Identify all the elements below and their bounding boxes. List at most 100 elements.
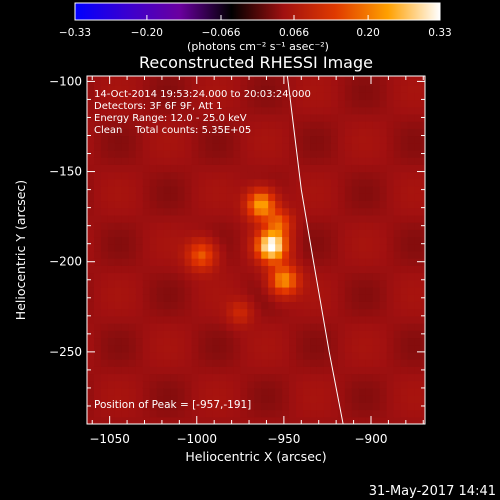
heatmap-cell	[337, 330, 346, 339]
heatmap-cell	[372, 121, 381, 129]
heatmap-cell	[303, 77, 311, 86]
heatmap-cell	[233, 301, 241, 310]
heatmap-cell	[87, 301, 95, 310]
heatmap-cell	[219, 308, 227, 317]
heatmap-cell	[135, 171, 144, 180]
heatmap-cell	[303, 351, 311, 360]
heatmap-cell	[365, 265, 374, 274]
heatmap-cell	[351, 330, 360, 339]
heatmap-cell	[191, 308, 200, 317]
heatmap-cell	[330, 272, 339, 281]
heatmap-cell	[149, 308, 158, 317]
heatmap-cell	[379, 128, 388, 137]
heatmap-cell	[240, 395, 248, 403]
heatmap-cell	[177, 178, 186, 187]
heatmap-cell	[400, 193, 409, 202]
heatmap-cell	[400, 236, 409, 245]
heatmap-cell	[261, 330, 269, 339]
heatmap-cell	[275, 92, 283, 101]
heatmap-cell	[351, 157, 360, 165]
heatmap-cell	[135, 207, 144, 216]
heatmap-cell	[177, 366, 186, 375]
heatmap-cell	[414, 149, 423, 158]
heatmap-cell	[100, 301, 109, 310]
heatmap-cell	[421, 344, 425, 353]
heatmap-cell	[379, 113, 388, 122]
heatmap-cell	[289, 128, 297, 137]
heatmap-cell	[240, 402, 248, 411]
heatmap-cell	[107, 330, 116, 339]
heatmap-cell	[142, 308, 151, 317]
heatmap-cell	[233, 178, 241, 187]
heatmap-cell	[205, 193, 214, 202]
heatmap-cell	[323, 178, 332, 187]
heatmap-cell	[393, 395, 402, 403]
heatmap-cell	[296, 214, 304, 223]
heatmap-cell	[323, 236, 332, 245]
heatmap-cell	[407, 250, 416, 259]
heatmap-cell	[393, 301, 402, 310]
heatmap-cell	[254, 243, 262, 252]
heatmap-cell	[184, 157, 193, 165]
heatmap-cell	[365, 236, 374, 245]
heatmap-cell	[177, 250, 186, 259]
heatmap-cell	[414, 330, 423, 339]
heatmap-cell	[358, 337, 367, 346]
heatmap-cell	[358, 207, 367, 216]
info-clean-counts: Clean Total counts: 5.35E+05	[94, 125, 251, 136]
heatmap-cell	[289, 229, 297, 238]
heatmap-cell	[282, 351, 290, 360]
heatmap-cell	[184, 301, 193, 310]
heatmap-cell	[414, 380, 423, 389]
heatmap-cell	[407, 315, 416, 324]
heatmap-cell	[177, 185, 186, 194]
heatmap-cell	[393, 416, 402, 424]
heatmap-cell	[358, 250, 367, 259]
heatmap-cell	[170, 76, 179, 79]
heatmap-cell	[198, 416, 207, 424]
heatmap-cell	[275, 243, 283, 252]
heatmap-cell	[247, 106, 255, 115]
heatmap-cell	[344, 113, 353, 122]
heatmap-cell	[268, 416, 276, 424]
heatmap-cell	[316, 200, 325, 209]
heatmap-cell	[135, 164, 144, 173]
heatmap-cell	[351, 85, 360, 93]
heatmap-cell	[226, 214, 234, 223]
heatmap-cell	[205, 99, 214, 108]
heatmap-cell	[386, 409, 395, 418]
heatmap-cell	[191, 409, 200, 418]
heatmap-cell	[163, 301, 172, 310]
heatmap-cell	[386, 149, 395, 158]
heatmap-cell	[400, 149, 409, 158]
heatmap-cell	[254, 402, 262, 411]
heatmap-cell	[393, 366, 402, 375]
heatmap-cell	[254, 200, 262, 209]
heatmap-cell	[163, 402, 172, 411]
heatmap-cell	[212, 301, 221, 310]
heatmap-cell	[407, 77, 416, 86]
heatmap-cell	[323, 387, 332, 396]
heatmap-cell	[107, 222, 116, 230]
heatmap-cell	[268, 149, 276, 158]
heatmap-cell	[240, 416, 248, 424]
heatmap-cell	[191, 344, 200, 353]
heatmap-cell	[93, 315, 102, 324]
heatmap-cell	[212, 171, 221, 180]
heatmap-cell	[107, 265, 116, 274]
heatmap-cell	[156, 128, 165, 137]
heatmap-cell	[212, 294, 221, 302]
heatmap-cell	[100, 351, 109, 360]
heatmap-cell	[414, 178, 423, 187]
heatmap-cell	[219, 373, 227, 382]
heatmap-cell	[365, 337, 374, 346]
heatmap-cell	[247, 214, 255, 223]
heatmap-cell	[303, 99, 311, 108]
heatmap-cell	[330, 85, 339, 93]
heatmap-cell	[100, 76, 109, 79]
heatmap-cell	[142, 128, 151, 137]
heatmap-cell	[93, 200, 102, 209]
heatmap-cell	[114, 366, 123, 375]
heatmap-cell	[100, 121, 109, 129]
heatmap-cell	[177, 323, 186, 331]
